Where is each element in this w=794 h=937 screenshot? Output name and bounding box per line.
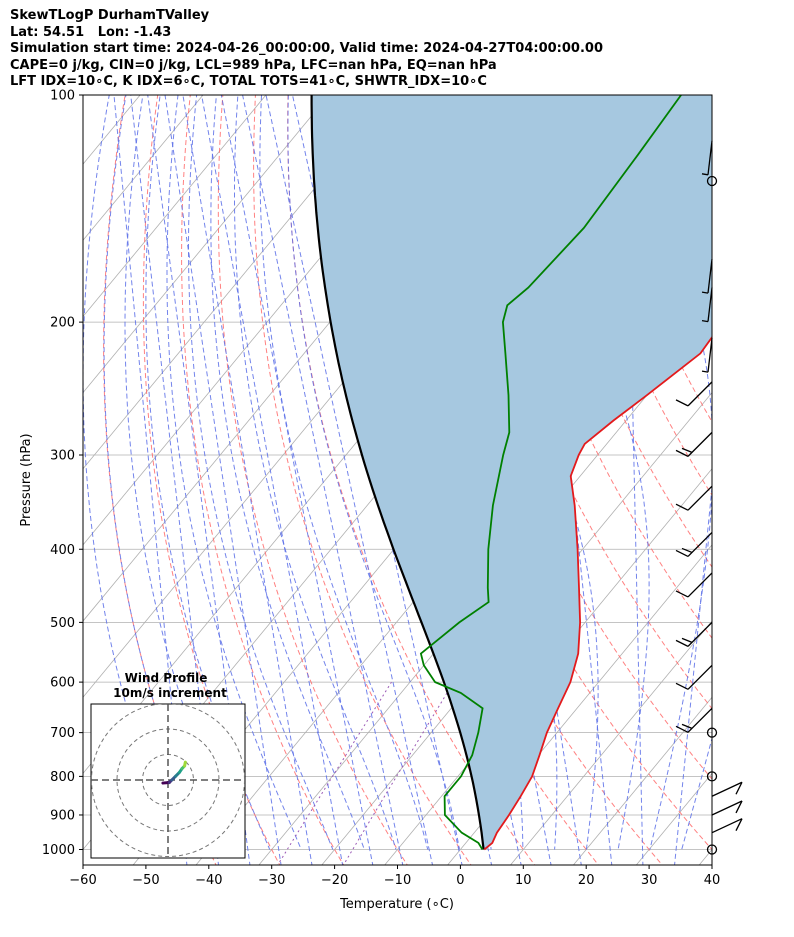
dry-adiabat xyxy=(738,78,794,875)
wind-barb xyxy=(701,140,713,176)
isotherm--130 xyxy=(83,95,267,318)
wind-barb-calm xyxy=(706,175,718,187)
wind-barb xyxy=(675,381,713,407)
y-tick-label: 800 xyxy=(50,770,75,785)
y-tick-label: 900 xyxy=(50,808,75,823)
wind-barb xyxy=(711,818,743,834)
wind-barb-calm xyxy=(706,727,718,738)
wind-barb xyxy=(701,259,713,294)
moist-adiabat xyxy=(210,95,374,865)
moist-adiabat xyxy=(188,95,344,865)
wind-barb xyxy=(711,781,743,797)
x-tick-label: 0 xyxy=(456,873,464,888)
y-tick-label: 200 xyxy=(50,316,75,331)
dry-adiabat xyxy=(181,95,345,865)
location-line: Lat: 54.51 Lon: -1.43 xyxy=(10,24,172,40)
x-tick-label: −40 xyxy=(195,873,222,888)
dry-adiabat xyxy=(217,95,408,865)
x-tick-label: −30 xyxy=(258,873,285,888)
dry-adiabat xyxy=(253,95,472,865)
hodograph: Wind Profile 10m/s increment xyxy=(90,671,246,859)
wind-barb xyxy=(701,287,713,323)
x-tick-label: 40 xyxy=(704,873,721,888)
isotherm-10 xyxy=(509,620,712,865)
wind-barb xyxy=(675,485,713,511)
wind-barb xyxy=(675,431,713,457)
wind-barb xyxy=(711,800,743,816)
hodograph-subtitle: 10m/s increment xyxy=(113,686,227,700)
wind-barb-calm xyxy=(706,771,718,782)
y-tick-label: 1000 xyxy=(42,843,75,858)
x-tick-label: −50 xyxy=(132,873,159,888)
wind-barb xyxy=(701,338,713,373)
isotherm--110 xyxy=(83,95,393,470)
time-line: Simulation start time: 2024-04-26_00:00:… xyxy=(10,41,603,56)
isotherm-0 xyxy=(447,544,712,865)
isotherm--20 xyxy=(321,391,712,865)
y-axis-label: Pressure (hPa) xyxy=(19,433,34,526)
isotherm--160 xyxy=(0,78,91,875)
dry-adiabat xyxy=(483,95,712,639)
dry-adiabat xyxy=(548,95,712,496)
isotherm--140 xyxy=(83,95,204,241)
isotherm--30 xyxy=(258,315,712,865)
y-tick-label: 400 xyxy=(50,543,75,558)
wind-barb xyxy=(675,531,713,558)
y-tick-label: 100 xyxy=(50,89,75,104)
dewpoint-line xyxy=(419,95,682,850)
mixing-ratio-line xyxy=(277,681,392,865)
hodograph-plot xyxy=(91,704,245,858)
isotherm-20 xyxy=(572,696,712,865)
x-axis-label: Temperature (∘C) xyxy=(339,897,454,912)
x-tick-label: 20 xyxy=(578,873,595,888)
wind-barb xyxy=(675,572,713,598)
moist-adiabat xyxy=(145,95,282,865)
wind-barb xyxy=(675,664,713,690)
station-title: SkewTLogP DurhamTValley xyxy=(10,8,210,23)
chart-header: SkewTLogP DurhamTValley Lat: 54.51 Lon: … xyxy=(10,8,603,91)
cape-line: CAPE=0 j/kg, CIN=0 j/kg, LCL=989 hPa, LF… xyxy=(10,57,497,73)
cin-shading xyxy=(311,95,712,850)
parcel-line xyxy=(310,95,485,850)
axes: −60 −50 −40 −30 −20 −10 0 10 20 30 40 1000 900 800 700… xyxy=(42,89,720,889)
moist-adiabat xyxy=(83,95,188,865)
hodograph-title: Wind Profile xyxy=(125,671,208,685)
dry-adiabat xyxy=(711,95,712,98)
dry-adiabat xyxy=(770,78,794,875)
moist-adiabat xyxy=(287,95,463,865)
dry-adiabat xyxy=(103,95,217,865)
y-tick-label: 500 xyxy=(50,616,75,631)
x-tick-label: 30 xyxy=(641,873,658,888)
moist-adiabat xyxy=(259,95,434,865)
moist-adiabat xyxy=(166,95,313,865)
temperature-line xyxy=(483,335,712,851)
wind-barb xyxy=(675,707,713,733)
x-tick-label: −10 xyxy=(384,873,411,888)
y-tick-label: 300 xyxy=(50,448,75,463)
dry-adiabat xyxy=(515,95,712,568)
index-line: LFT IDX=10∘C, K IDX=6∘C, TOTAL TOTS=41∘C… xyxy=(10,74,487,89)
y-tick-label: 700 xyxy=(50,726,75,741)
isotherm--120 xyxy=(83,95,330,394)
wind-barb-calm xyxy=(706,844,718,855)
x-tick-label: −60 xyxy=(69,873,96,888)
x-tick-label: 10 xyxy=(515,873,532,888)
hodograph-segment xyxy=(183,760,187,768)
y-tick-label: 600 xyxy=(50,676,75,691)
x-tick-label: −20 xyxy=(321,873,348,888)
wind-barb xyxy=(675,621,713,647)
wind-barbs xyxy=(675,140,743,855)
moist-adiabat xyxy=(234,95,404,865)
